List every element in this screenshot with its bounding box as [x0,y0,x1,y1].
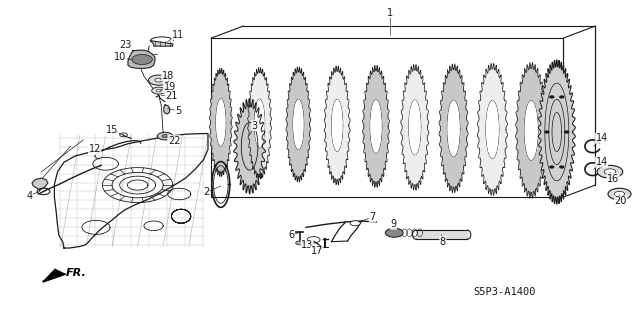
Text: 9: 9 [390,219,397,229]
Ellipse shape [402,69,428,186]
Text: 20: 20 [614,196,627,206]
Text: 10: 10 [114,52,127,62]
Text: 16: 16 [607,174,620,184]
Polygon shape [32,178,48,190]
Circle shape [162,135,168,138]
Text: 21: 21 [165,91,178,101]
Circle shape [148,75,169,85]
Circle shape [156,89,161,92]
Ellipse shape [255,99,265,148]
Ellipse shape [332,100,343,151]
Circle shape [604,169,616,175]
Text: 15: 15 [106,125,118,135]
Circle shape [152,87,166,94]
Text: 7: 7 [369,212,376,222]
Ellipse shape [210,71,232,174]
Circle shape [385,228,403,237]
Circle shape [545,131,548,133]
Polygon shape [234,99,266,194]
Circle shape [597,165,623,178]
Ellipse shape [216,99,226,146]
Text: 11: 11 [172,30,184,40]
Circle shape [132,54,152,65]
Ellipse shape [447,100,460,157]
Text: 8: 8 [440,237,446,247]
Circle shape [550,96,554,98]
Polygon shape [44,269,65,281]
Text: 12: 12 [88,144,101,155]
Circle shape [157,132,173,140]
Ellipse shape [325,70,349,181]
Ellipse shape [249,72,271,175]
Ellipse shape [370,100,382,153]
Circle shape [565,131,569,133]
Circle shape [550,166,554,168]
Text: 13: 13 [301,240,314,251]
Ellipse shape [479,68,506,191]
Text: 14: 14 [595,133,608,143]
Ellipse shape [364,68,388,185]
Ellipse shape [440,67,467,190]
Polygon shape [150,41,173,46]
Circle shape [560,166,564,168]
Circle shape [155,78,163,82]
Circle shape [350,221,360,226]
Text: 6: 6 [288,230,294,240]
Ellipse shape [516,65,546,196]
Text: S5P3-A1400: S5P3-A1400 [474,287,536,297]
Text: 17: 17 [310,246,323,256]
Polygon shape [538,60,575,204]
Text: 3: 3 [252,121,258,131]
Text: 14: 14 [595,157,608,167]
Ellipse shape [287,69,310,179]
Polygon shape [128,50,155,68]
Text: 19: 19 [163,82,176,93]
Text: 1: 1 [387,8,394,18]
Text: 22: 22 [168,135,180,146]
Text: 4: 4 [26,190,33,201]
Circle shape [614,191,625,197]
Circle shape [608,188,631,200]
Circle shape [296,241,303,245]
Circle shape [560,96,564,98]
Text: 18: 18 [161,71,174,81]
Ellipse shape [293,99,304,149]
Text: FR.: FR. [65,268,86,279]
Text: 23: 23 [119,40,132,50]
Ellipse shape [524,100,538,160]
Ellipse shape [486,100,499,158]
Text: 2: 2 [203,187,209,197]
Text: 5: 5 [175,106,181,116]
Ellipse shape [409,100,421,155]
Polygon shape [164,105,170,114]
